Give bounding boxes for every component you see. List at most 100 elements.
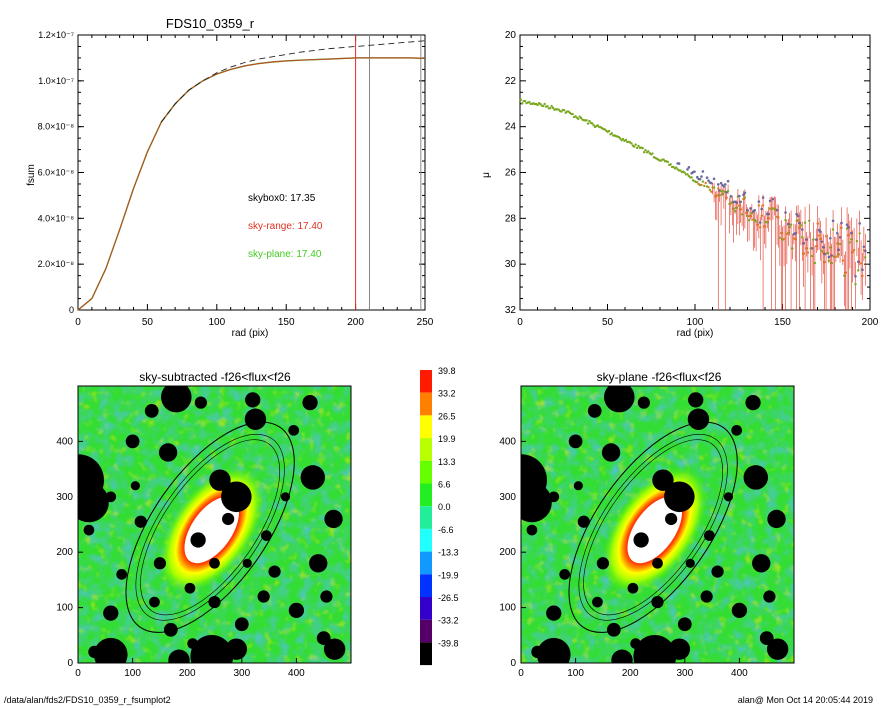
- data-point-alt: [795, 212, 798, 216]
- data-point: [563, 109, 566, 112]
- colorbar-label: -39.8: [438, 638, 459, 648]
- masked-source: [184, 582, 196, 594]
- data-point-alt: [810, 246, 814, 250]
- masked-source: [320, 590, 333, 603]
- y-tick-label: 4.0×10⁻⁸: [38, 213, 75, 223]
- colorbar-swatch: [420, 551, 432, 575]
- data-point-alt: [856, 260, 860, 264]
- masked-source: [704, 530, 715, 541]
- masked-source: [288, 602, 305, 619]
- data-point: [696, 181, 699, 184]
- y-tick-label: 200: [56, 547, 73, 558]
- masked-source: [149, 596, 160, 608]
- y-axis-label: μ: [481, 172, 492, 178]
- masked-source: [606, 622, 621, 637]
- data-point: [823, 260, 826, 264]
- masked-source: [268, 565, 281, 578]
- y-tick-label: 28: [505, 213, 517, 224]
- x-tick-label: 300: [233, 668, 250, 679]
- x-tick-label: 100: [567, 668, 584, 679]
- annotation-skybox: skybox0: 17.35: [248, 193, 316, 204]
- data-point: [721, 192, 724, 196]
- masked-source: [633, 532, 649, 548]
- masked-source: [93, 637, 128, 663]
- data-point-alt: [746, 209, 749, 212]
- data-point: [803, 221, 807, 224]
- data-point: [767, 217, 770, 220]
- masked-source: [745, 394, 761, 411]
- masked-source: [687, 408, 710, 430]
- data-point-alt: [723, 183, 727, 186]
- data-point: [844, 271, 847, 274]
- colorbar-label: -19.9: [438, 570, 459, 580]
- colorbar-label: 6.6: [438, 480, 451, 490]
- x-tick-label: 100: [124, 668, 141, 679]
- aperture-ellipse: [568, 421, 738, 633]
- data-point-alt: [726, 179, 730, 183]
- data-point-alt: [677, 162, 681, 165]
- y-tick-label: 400: [499, 436, 516, 447]
- colorbar-swatch: [420, 506, 432, 529]
- data-point: [753, 218, 756, 222]
- data-point: [546, 105, 549, 108]
- data-point: [798, 226, 801, 229]
- data-point: [796, 218, 800, 222]
- data-point: [715, 194, 719, 197]
- data-point: [704, 181, 707, 185]
- masked-source: [103, 605, 119, 621]
- colorbar-swatch: [420, 619, 432, 643]
- data-point-alt: [739, 200, 742, 204]
- masked-source: [611, 649, 633, 663]
- y-tick-label: 300: [56, 492, 73, 503]
- masked-source: [759, 631, 774, 645]
- masked-source: [637, 396, 650, 409]
- masked-source: [559, 569, 571, 580]
- masked-source: [573, 481, 583, 491]
- masked-source: [105, 491, 117, 503]
- data-point-alt: [800, 228, 804, 231]
- colorbar-label: 33.2: [438, 389, 456, 399]
- data-point: [701, 180, 705, 183]
- data-point-alt: [768, 199, 772, 203]
- y-tick-label: 1.0×10⁻⁷: [38, 76, 74, 86]
- data-point: [766, 221, 769, 224]
- data-point-alt: [821, 245, 825, 249]
- data-point: [712, 186, 716, 189]
- data-point: [551, 106, 555, 110]
- x-tick-label: 150: [278, 317, 295, 328]
- masked-source: [280, 492, 291, 502]
- data-point-alt: [698, 177, 702, 181]
- data-point-alt: [828, 236, 832, 240]
- masked-source: [531, 645, 544, 659]
- heatmap-field: [78, 386, 351, 663]
- data-point: [596, 124, 600, 127]
- x-tick-label: 50: [142, 317, 154, 328]
- chart-title: FDS10_0359_r: [166, 16, 255, 31]
- masked-source: [601, 443, 621, 462]
- data-point: [719, 190, 723, 193]
- data-point: [536, 103, 539, 107]
- colorbar-swatch: [420, 392, 432, 416]
- data-point-alt: [760, 207, 763, 211]
- masked-source: [536, 637, 571, 663]
- data-point: [746, 214, 749, 218]
- masked-source: [763, 590, 776, 603]
- data-point-alt: [805, 238, 808, 241]
- data-point: [791, 247, 794, 250]
- masked-source: [521, 482, 552, 523]
- data-point: [738, 204, 741, 207]
- aperture-ellipse: [135, 433, 285, 621]
- masked-source: [700, 590, 713, 603]
- data-point: [539, 102, 542, 106]
- masked-source: [316, 631, 331, 645]
- y-axis-label: fsum: [26, 164, 37, 186]
- data-point-alt: [862, 245, 866, 249]
- footer-timestamp: alan@ Mon Oct 14 20:05:44 2019: [737, 695, 873, 705]
- plot-frame: [77, 34, 426, 311]
- colorbar-swatch: [420, 574, 432, 597]
- masked-source: [577, 515, 590, 528]
- data-point: [647, 150, 650, 153]
- masked-source: [596, 557, 610, 570]
- colorbar-label: -6.6: [438, 525, 454, 535]
